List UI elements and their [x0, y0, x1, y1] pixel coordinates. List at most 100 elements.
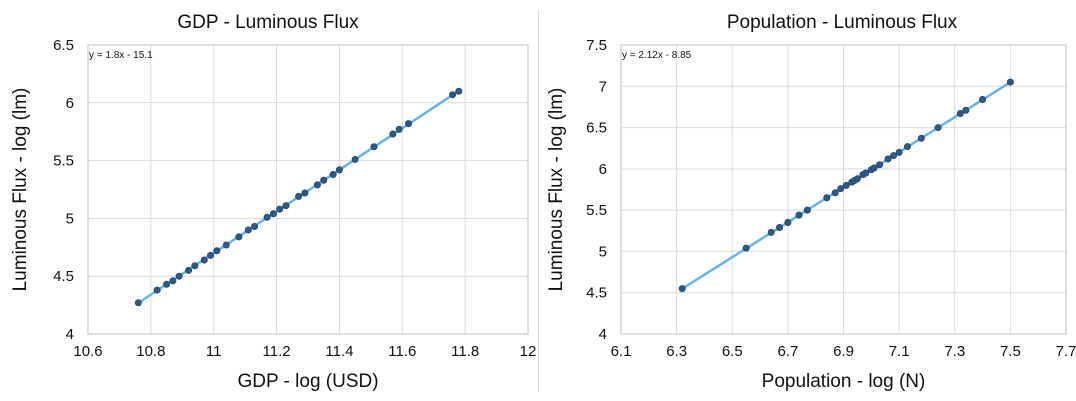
- data-point: [370, 143, 378, 151]
- data-point: [389, 130, 397, 138]
- population-chart: 6.1 6.3 6.5 6.7 6.9 7.1 7.3 7.5 7.7 4 4.5 5 5.5 6 6.5 7…: [546, 12, 1076, 392]
- y-tick-label: 4.5: [53, 268, 74, 285]
- y-tick-label: 6: [599, 161, 607, 178]
- x-tick-label: 6.7: [777, 343, 798, 360]
- data-point: [862, 169, 870, 177]
- trendline-equation: y = 2.12x - 8.85: [622, 50, 692, 61]
- y-tick-label: 4: [66, 326, 74, 343]
- plot-frame: [620, 44, 1067, 335]
- y-axis-label: Luminous Flux - log (lm): [546, 88, 567, 292]
- data-point: [163, 280, 171, 288]
- data-point: [784, 219, 792, 227]
- chart-title: Population - Luminous Flux: [727, 12, 958, 33]
- x-tick-label: 7.7: [1056, 343, 1076, 360]
- data-point: [222, 241, 230, 249]
- data-point: [313, 181, 321, 189]
- data-point: [934, 124, 942, 132]
- x-tick-label: 11.4: [325, 343, 353, 360]
- data-point: [185, 266, 193, 274]
- data-point: [235, 233, 243, 241]
- y-tick-label: 6.5: [53, 37, 74, 54]
- data-point: [335, 166, 343, 174]
- data-point: [405, 120, 413, 128]
- x-tick-label: 10.8: [136, 343, 165, 360]
- data-point: [200, 256, 208, 264]
- panel-divider: [538, 10, 539, 392]
- data-point: [917, 134, 925, 142]
- data-point: [175, 272, 183, 280]
- data-point: [295, 192, 303, 200]
- data-point: [191, 262, 199, 270]
- x-tick-label: 11.8: [451, 343, 479, 360]
- data-point: [823, 194, 831, 202]
- data-point: [876, 161, 884, 169]
- x-tick-label: 6.1: [611, 343, 632, 360]
- x-tick-label: 6.3: [666, 343, 687, 360]
- x-axis-label: GDP - log (USD): [237, 371, 378, 392]
- x-tick-label: 7.5: [1000, 343, 1021, 360]
- data-point: [329, 170, 337, 178]
- data-point: [153, 286, 161, 294]
- data-point: [853, 175, 861, 183]
- data-point: [169, 277, 177, 285]
- y-tick-label: 7: [599, 78, 607, 95]
- data-point: [742, 244, 750, 252]
- y-tick-label: 5: [66, 210, 74, 227]
- data-point: [207, 251, 215, 259]
- data-point: [244, 226, 252, 234]
- data-point: [449, 91, 457, 99]
- data-point: [767, 228, 775, 236]
- x-tick-label: 11.6: [388, 343, 416, 360]
- data-point: [301, 189, 309, 197]
- y-tick-label: 5.5: [586, 202, 607, 219]
- x-tick-label: 11: [206, 343, 222, 360]
- y-tick-label: 5: [599, 243, 607, 260]
- plot-frame: [87, 44, 529, 335]
- data-point: [455, 87, 463, 95]
- data-point: [884, 155, 892, 163]
- y-axis-label: Luminous Flux - log (lm): [10, 88, 31, 292]
- x-tick-label: 7.3: [944, 343, 965, 360]
- data-point: [282, 202, 290, 210]
- data-point: [803, 206, 811, 214]
- data-point: [251, 222, 259, 230]
- gdp-chart: 10.6 10.8 11 11.2 11.4 11.6 11.8 12 4 4.5 5 5.5 6 6.5…: [10, 12, 537, 392]
- data-point: [890, 152, 898, 160]
- x-tick-label: 7.1: [889, 343, 910, 360]
- data-point: [395, 125, 403, 133]
- data-point: [842, 181, 850, 189]
- x-tick-label: 10.6: [73, 343, 102, 360]
- data-point: [795, 211, 803, 219]
- y-tick-label: 4: [599, 326, 607, 343]
- data-point: [213, 247, 221, 255]
- y-tick-label: 5.5: [53, 153, 74, 170]
- x-tick-label: 11.2: [263, 343, 291, 360]
- chart-title: GDP - Luminous Flux: [177, 12, 359, 33]
- gdp-chart-panel: 10.6 10.8 11 11.2 11.4 11.6 11.8 12 4 4.5 5 5.5 6 6.5…: [0, 0, 538, 396]
- data-point: [320, 176, 328, 184]
- data-point: [837, 185, 845, 193]
- x-tick-label: 6.9: [833, 343, 854, 360]
- data-point: [263, 213, 271, 221]
- data-point: [870, 164, 878, 172]
- data-point: [1006, 78, 1014, 86]
- x-tick-label: 12: [520, 343, 537, 360]
- x-axis-label: Population - log (N): [762, 371, 926, 392]
- data-point: [776, 223, 784, 231]
- y-tick-label: 6: [66, 95, 74, 112]
- data-point: [979, 95, 987, 103]
- data-point: [351, 155, 359, 163]
- trendline-equation: y = 1.8x - 15.1: [89, 50, 153, 61]
- data-point: [895, 148, 903, 156]
- data-point: [678, 285, 686, 293]
- x-tick-label: 6.5: [722, 343, 743, 360]
- data-point: [276, 205, 284, 213]
- data-point: [903, 143, 911, 151]
- y-tick-label: 7.5: [586, 37, 607, 54]
- y-tick-label: 6.5: [586, 120, 607, 137]
- data-point: [269, 210, 277, 218]
- data-point: [134, 299, 142, 307]
- data-point: [956, 110, 964, 118]
- population-chart-panel: 6.1 6.3 6.5 6.7 6.9 7.1 7.3 7.5 7.7 4 4.5 5 5.5 6 6.5 7…: [539, 0, 1076, 396]
